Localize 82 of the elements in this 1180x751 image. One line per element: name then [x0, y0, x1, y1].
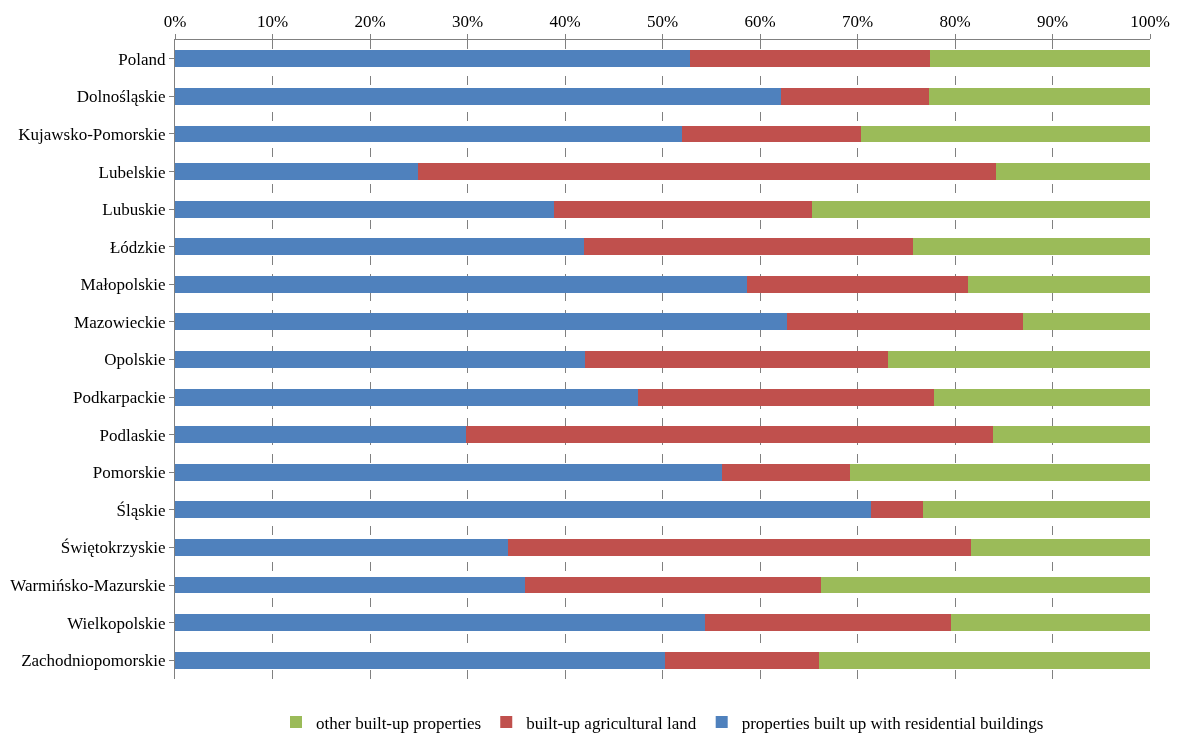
bar	[665, 651, 820, 669]
bar	[682, 125, 862, 143]
y-tick-label: Zachodniopomorskie	[21, 651, 166, 671]
x-tick-label: 50%	[646, 12, 679, 32]
bar	[721, 463, 850, 481]
bar	[849, 463, 1150, 481]
bar	[583, 238, 914, 256]
bar	[821, 576, 1150, 594]
bar	[951, 614, 1150, 632]
y-tick-label: Łódzkie	[109, 237, 166, 257]
bar	[913, 238, 1150, 256]
bar	[995, 163, 1150, 181]
y-tick-label: Warmińsko-Mazurskie	[10, 575, 166, 595]
y-tick-label: Mazowieckie	[74, 312, 166, 332]
bar	[175, 388, 639, 406]
x-tick-label: 60%	[744, 12, 776, 32]
x-tick-label: 80%	[939, 12, 971, 32]
bar	[871, 501, 923, 519]
y-tick-label: Dolnośląskie	[76, 87, 166, 107]
legend-label: built-up agricultural land	[526, 713, 697, 733]
y-tick-label: Lubelskie	[98, 162, 166, 182]
bar	[554, 200, 812, 218]
bar	[993, 426, 1150, 444]
bar	[928, 87, 1150, 105]
x-tick-label: 30%	[451, 12, 484, 32]
bar	[970, 538, 1150, 556]
bar	[175, 200, 555, 218]
x-tick-label: 20%	[354, 12, 386, 32]
y-tick-label: Lubuskie	[102, 200, 166, 220]
bar	[465, 426, 994, 444]
x-tick-label: 40%	[549, 12, 581, 32]
bar	[175, 614, 706, 632]
x-tick-label: 100%	[1130, 12, 1170, 32]
x-tick-label: 90%	[1036, 12, 1069, 32]
y-tick-label: Poland	[118, 49, 167, 69]
bar	[747, 275, 968, 293]
bar	[417, 163, 996, 181]
y-tick-label: Kujawsko-Pomorskie	[18, 124, 166, 144]
x-tick-label: 0%	[163, 12, 187, 32]
y-tick-label: Świętokrzyskie	[60, 538, 166, 558]
bar	[861, 125, 1150, 143]
bar	[787, 313, 1024, 331]
bar	[175, 501, 872, 519]
bar	[175, 538, 509, 556]
bar	[175, 87, 782, 105]
bar	[175, 463, 722, 481]
bar	[585, 351, 888, 368]
bar	[967, 275, 1150, 293]
bar	[175, 313, 788, 331]
x-tick-label: 70%	[841, 12, 874, 32]
bar	[175, 275, 748, 293]
y-tick-label: Małopolskie	[80, 275, 166, 295]
bar	[689, 50, 930, 68]
legend-label: other built-up properties	[316, 713, 482, 733]
y-tick-label: Pomorskie	[92, 463, 166, 483]
bar	[175, 238, 584, 256]
bar	[508, 538, 971, 556]
bar	[819, 651, 1150, 669]
bar	[705, 614, 952, 632]
bar	[175, 125, 682, 143]
y-tick-label: Podlaskie	[99, 425, 166, 445]
bar	[638, 388, 934, 406]
y-tick-label: Opolskie	[104, 350, 166, 370]
bar	[525, 576, 822, 594]
bar	[1023, 313, 1150, 331]
y-tick-label: Wielkopolskie	[67, 613, 166, 633]
x-tick-label: 10%	[256, 12, 289, 32]
bar	[922, 501, 1150, 519]
bar	[175, 651, 666, 669]
bar	[175, 426, 466, 444]
bar	[175, 50, 690, 68]
bar	[933, 388, 1150, 406]
bar	[175, 351, 586, 368]
bar	[811, 200, 1150, 218]
y-tick-label: Śląskie	[116, 500, 166, 520]
bar	[175, 163, 418, 181]
bar	[175, 576, 526, 594]
bar	[781, 87, 929, 105]
y-tick-label: Podkarpackie	[73, 388, 166, 408]
bar	[887, 351, 1150, 368]
bar	[929, 50, 1150, 68]
legend-label: properties built up with residential buildings	[741, 713, 1044, 733]
